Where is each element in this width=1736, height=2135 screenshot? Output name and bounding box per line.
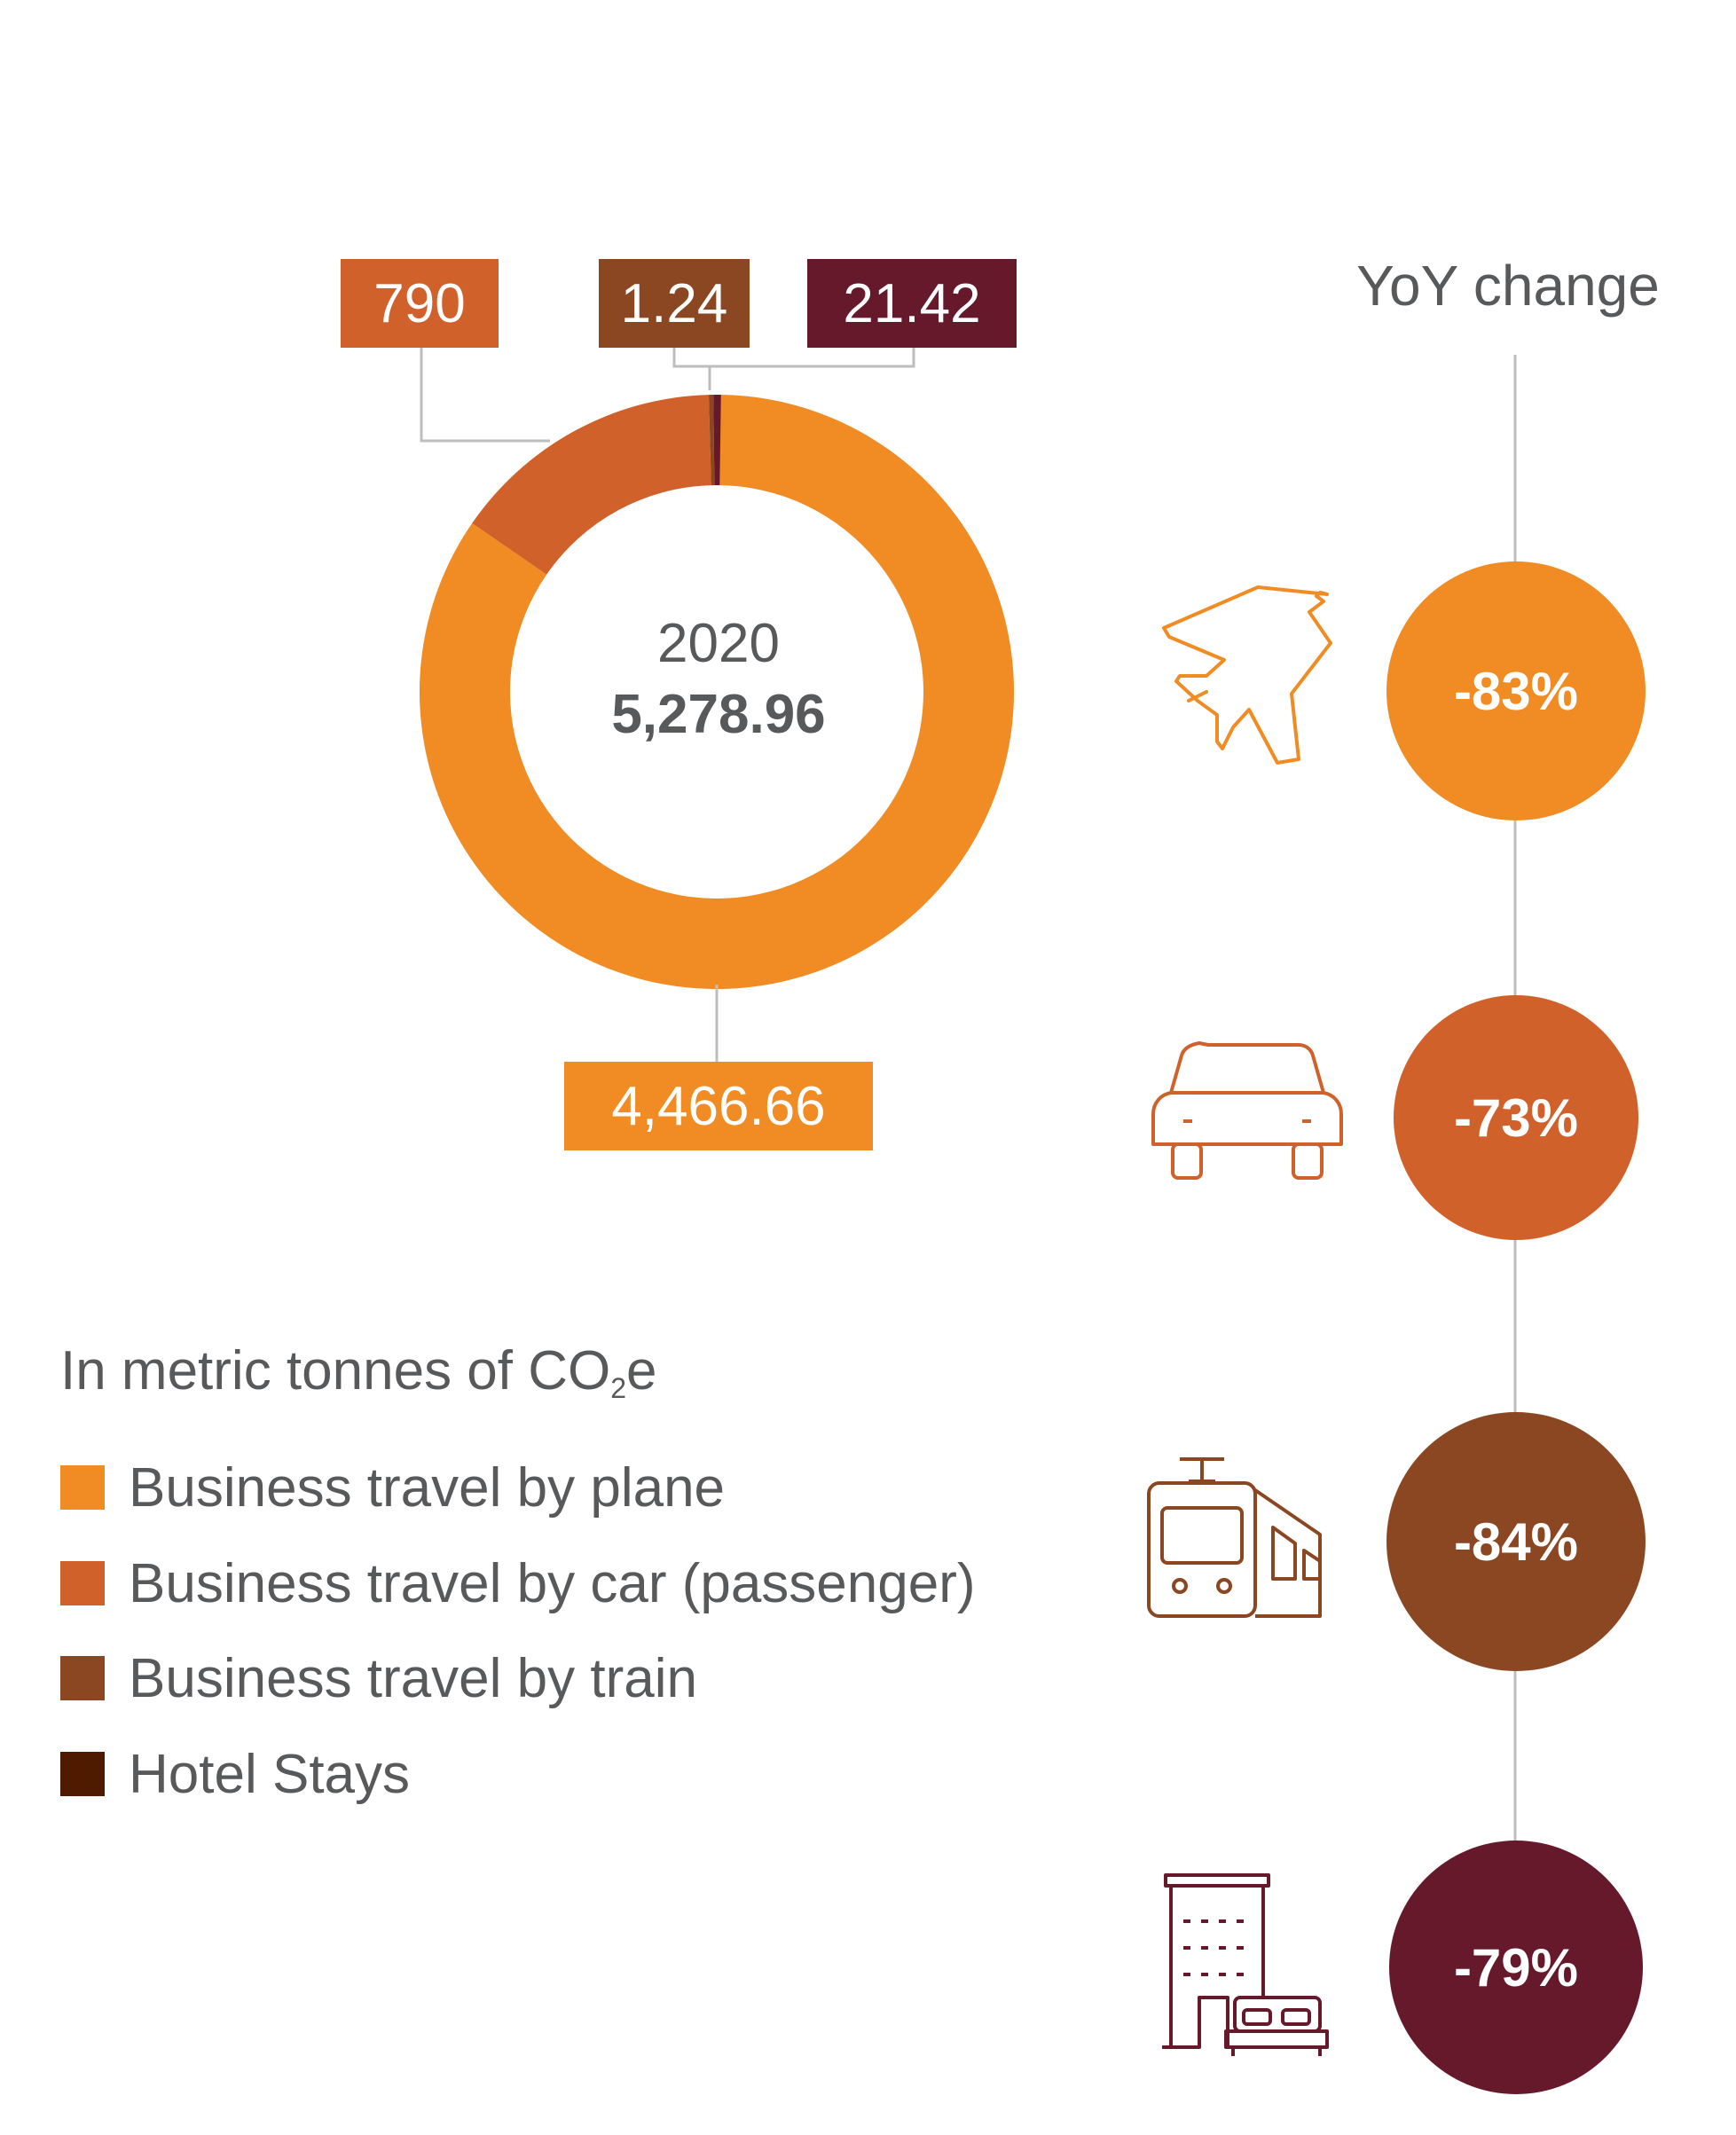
legend-title-tail: e	[626, 1340, 657, 1401]
legend-swatch-plane	[60, 1465, 105, 1510]
car-icon	[1151, 1041, 1343, 1180]
yoy-badge-hotel: -79%	[1389, 1841, 1643, 2094]
value-label-car: 790	[341, 259, 499, 348]
airplane-icon	[1162, 585, 1332, 765]
value-label-train: 1.24	[599, 259, 750, 348]
donut-center-year: 2020	[657, 613, 780, 674]
donut-slice-hotel	[713, 394, 721, 486]
legend-label-hotel: Hotel Stays	[129, 1743, 411, 1805]
yoy-badge-plane: -83%	[1386, 561, 1646, 820]
legend-label-plane: Business travel by plane	[129, 1456, 726, 1519]
donut-slice-train	[708, 395, 715, 486]
legend-title-subscript: 2	[610, 1372, 627, 1404]
yoy-badge-train: -84%	[1386, 1412, 1646, 1671]
legend-label-car: Business travel by car (passenger)	[129, 1552, 976, 1614]
legend-item-hotel: Hotel Stays	[60, 1744, 410, 1805]
leader-line-car	[420, 341, 550, 443]
value-label-plane: 4,466.66	[564, 1062, 873, 1150]
donut-slice-car	[472, 395, 711, 575]
yoy-title: YoY change	[1356, 254, 1660, 318]
legend-item-train: Business travel by train	[60, 1648, 697, 1709]
legend-item-plane: Business travel by plane	[60, 1457, 725, 1519]
legend-swatch-hotel	[60, 1752, 105, 1796]
yoy-badge-car: -73%	[1394, 995, 1638, 1240]
legend-label-train: Business travel by train	[129, 1647, 697, 1709]
legend-title: In metric tonnes of CO2e	[60, 1339, 657, 1405]
legend-swatch-train	[60, 1656, 105, 1700]
leader-line-train	[672, 341, 711, 390]
legend-swatch-car	[60, 1561, 105, 1605]
hotel-icon	[1162, 1873, 1329, 2056]
value-label-hotel: 21.42	[807, 259, 1017, 348]
train-icon	[1147, 1457, 1322, 1618]
leader-line-hotel	[710, 341, 915, 368]
donut-slice-plane	[419, 395, 1014, 989]
legend-item-car: Business travel by car (passenger)	[60, 1553, 976, 1614]
donut-center-total: 5,278.96	[611, 684, 826, 745]
legend-title-main: In metric tonnes of CO	[60, 1340, 611, 1401]
